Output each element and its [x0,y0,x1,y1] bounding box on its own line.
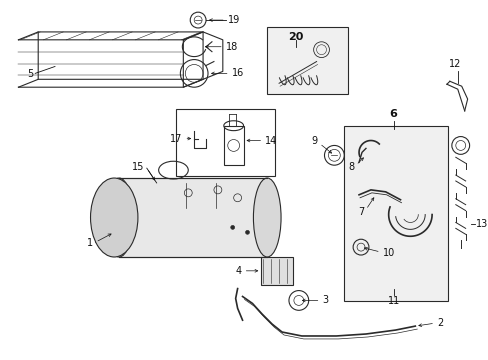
Bar [267,27,347,94]
Circle shape [230,225,234,229]
Bar [344,126,447,301]
Text: 4: 4 [235,266,241,276]
Text: 18: 18 [225,42,238,52]
Text: 17: 17 [170,134,182,144]
Text: 15: 15 [132,162,144,172]
Text: 5: 5 [27,69,33,79]
Circle shape [245,230,249,234]
Text: 6: 6 [389,109,397,119]
Text: 1: 1 [87,238,93,248]
Text: 19: 19 [227,15,240,25]
Text: 3: 3 [322,296,328,305]
Ellipse shape [90,178,138,257]
Text: 20: 20 [287,32,303,42]
Text: 12: 12 [447,59,460,69]
Ellipse shape [253,178,281,257]
Text: 10: 10 [382,248,394,258]
Bar [176,109,275,176]
Text: 16: 16 [231,68,244,78]
Text: 9: 9 [311,136,317,147]
Ellipse shape [105,178,133,257]
Bar [261,257,292,285]
Text: 11: 11 [386,297,399,306]
Text: 14: 14 [264,135,277,145]
Text: 2: 2 [436,318,443,328]
Text: 8: 8 [347,162,353,172]
Text: 7: 7 [357,207,363,217]
Bar [224,126,243,165]
Bar [119,178,267,257]
Text: 13: 13 [474,220,487,229]
